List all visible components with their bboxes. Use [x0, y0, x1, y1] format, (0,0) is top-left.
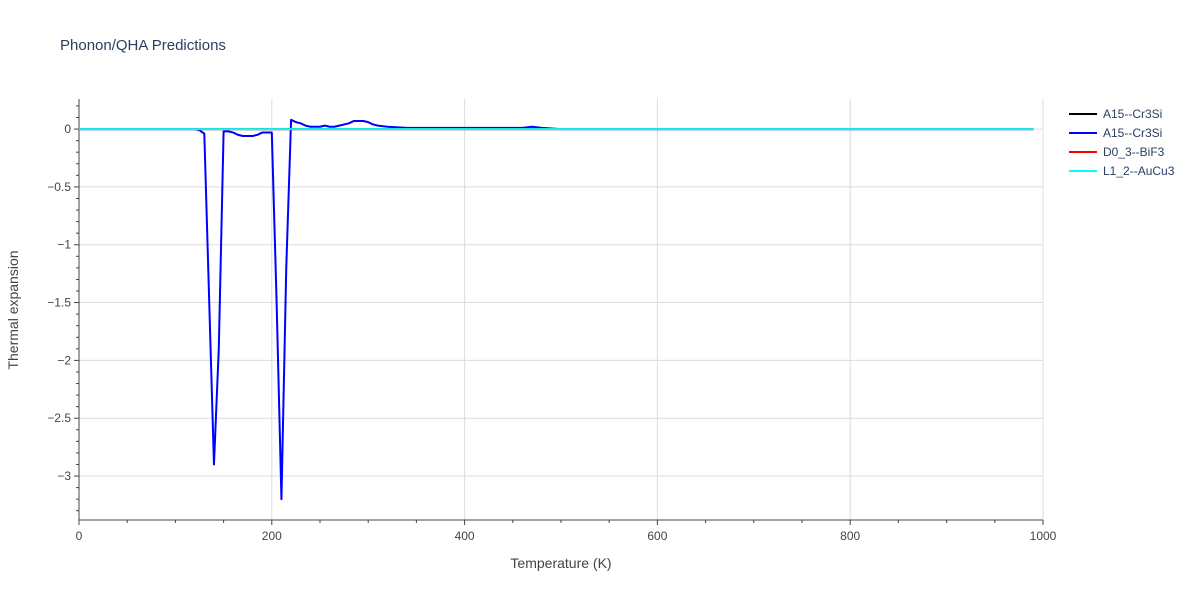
axes: 0 200 400 600 800 1000 0 −0.5 −1 −1.5 −2 −2.5 −3 — [47, 99, 1057, 543]
y-tick-label: −1.5 — [47, 296, 71, 310]
series-line-1 — [79, 118, 1034, 501]
legend-item[interactable]: L1_2--AuCu3 — [1069, 164, 1175, 178]
y-tick-label: −1 — [57, 238, 71, 252]
legend-label: D0_3--BiF3 — [1103, 145, 1165, 159]
x-tick-label: 800 — [840, 529, 860, 543]
x-axis-title: Temperature (K) — [510, 555, 611, 571]
y-tick-label: −2.5 — [47, 411, 71, 425]
legend-item[interactable]: A15--Cr3Si — [1069, 107, 1162, 121]
legend[interactable]: A15--Cr3Si A15--Cr3Si D0_3--BiF3 L1_2--AuCu… — [1069, 107, 1175, 178]
legend-item[interactable]: A15--Cr3Si — [1069, 126, 1162, 140]
legend-label: L1_2--AuCu3 — [1103, 164, 1175, 178]
y-tick-label: −2 — [57, 353, 71, 367]
legend-item[interactable]: D0_3--BiF3 — [1069, 145, 1165, 159]
legend-label: A15--Cr3Si — [1103, 107, 1162, 121]
chart-title: Phonon/QHA Predictions — [60, 37, 226, 54]
x-tick-label: 200 — [262, 529, 282, 543]
x-tick-label: 400 — [455, 529, 475, 543]
plot-area — [79, 118, 1034, 501]
legend-label: A15--Cr3Si — [1103, 126, 1162, 140]
x-tick-label: 0 — [76, 529, 83, 543]
y-tick-label: 0 — [64, 122, 71, 136]
y-tick-label: −3 — [57, 469, 71, 483]
x-tick-label: 600 — [647, 529, 667, 543]
y-tick-label: −0.5 — [47, 180, 71, 194]
x-tick-label: 1000 — [1030, 529, 1057, 543]
y-axis-title: Thermal expansion — [5, 250, 21, 369]
